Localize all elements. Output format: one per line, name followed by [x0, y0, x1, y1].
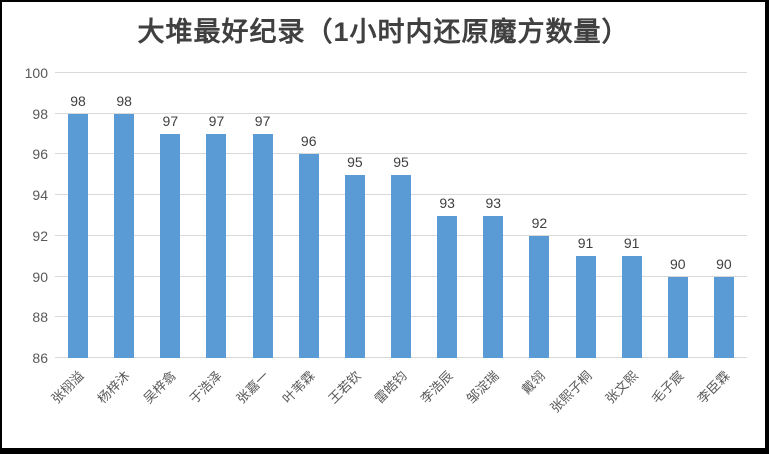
bar-张嘉一	[252, 134, 273, 358]
bar-李臣霖	[713, 276, 734, 358]
value-label: 97	[162, 113, 179, 130]
y-tick-label: 86	[32, 350, 48, 366]
x-category-label: 吴梓翕	[140, 368, 180, 407]
x-category-label: 张嘉一	[233, 368, 272, 407]
bar-戴翎	[529, 235, 550, 358]
y-tick-label: 92	[32, 227, 48, 244]
x-category-label: 李臣霖	[694, 368, 733, 407]
x-category-label: 戴翎	[519, 368, 549, 398]
value-label: 95	[393, 153, 409, 170]
y-tick-label: 98	[32, 105, 48, 122]
y-tick-label: 94	[32, 187, 48, 204]
bar-于浩泽	[206, 134, 227, 358]
bar-叶苇霖	[298, 154, 319, 358]
value-label: 96	[300, 133, 317, 150]
value-label: 93	[485, 194, 502, 211]
value-label: 97	[254, 113, 271, 130]
x-category-label: 张文熙	[602, 368, 641, 407]
bar-王若钦	[344, 174, 365, 358]
value-label: 90	[716, 255, 732, 272]
bar-邹淀瑞	[483, 215, 504, 358]
x-category-label: 叶苇霖	[279, 368, 318, 407]
bar-李浩辰	[437, 215, 458, 358]
bar-毛子宸	[667, 276, 688, 358]
value-label: 95	[347, 153, 363, 170]
y-tick-label: 90	[32, 268, 48, 285]
x-category-label: 张熙子桐	[546, 368, 595, 416]
value-label: 92	[531, 214, 548, 231]
gridline	[55, 153, 747, 155]
bar-吴梓翕	[160, 134, 181, 358]
chart-title: 大堆最好纪录（1小时内还原魔方数量）	[137, 17, 630, 47]
gridline	[55, 112, 747, 114]
bars-container: 98 98 97 97 97 96 95 95 93 93 92 91 91 90 90	[55, 73, 747, 358]
x-axis-labels: 张栩溢 杨梓沐 吴梓翕 于浩泽 张嘉一 叶苇霖 王若钦 雷皓钧 李浩辰 邹淀瑞 戴翎 张熙子桐 张文熙毛…	[49, 358, 747, 448]
bar-张熙子桐	[575, 256, 596, 358]
value-label: 97	[208, 113, 225, 130]
gridline	[55, 72, 747, 73]
x-category-label: 邹淀瑞	[463, 368, 502, 407]
x-category-label: 毛子宸	[648, 368, 687, 407]
bar-雷皓钧	[391, 174, 411, 358]
value-label: 90	[670, 255, 686, 272]
value-label: 91	[577, 235, 594, 252]
x-category-label: 王若钦	[325, 368, 364, 407]
bar-杨梓沐	[114, 113, 135, 358]
y-tick-label: 88	[32, 309, 48, 326]
x-category-label: 杨梓沐	[94, 368, 133, 407]
y-axis-labels: 86 88 90 92 94 96 98 100	[2, 65, 55, 366]
x-category-label: 张栩溢	[48, 368, 87, 407]
value-label: 93	[439, 194, 455, 211]
y-tick-label: 96	[32, 146, 48, 163]
bar-张栩溢	[68, 113, 89, 358]
plot-area: 98 98 97 97 97 96 95 95 93 93 92 91 91 90 90	[55, 72, 747, 358]
x-category-label: 于浩泽	[186, 368, 226, 407]
value-label: 98	[70, 92, 86, 109]
bar-张文熙	[621, 256, 642, 358]
x-category-label: 雷皓钧	[371, 368, 410, 407]
y-tick-label: 100	[24, 65, 48, 81]
value-label: 98	[116, 92, 132, 109]
x-category-label: 李浩辰	[417, 368, 456, 407]
value-label: 91	[623, 235, 640, 252]
